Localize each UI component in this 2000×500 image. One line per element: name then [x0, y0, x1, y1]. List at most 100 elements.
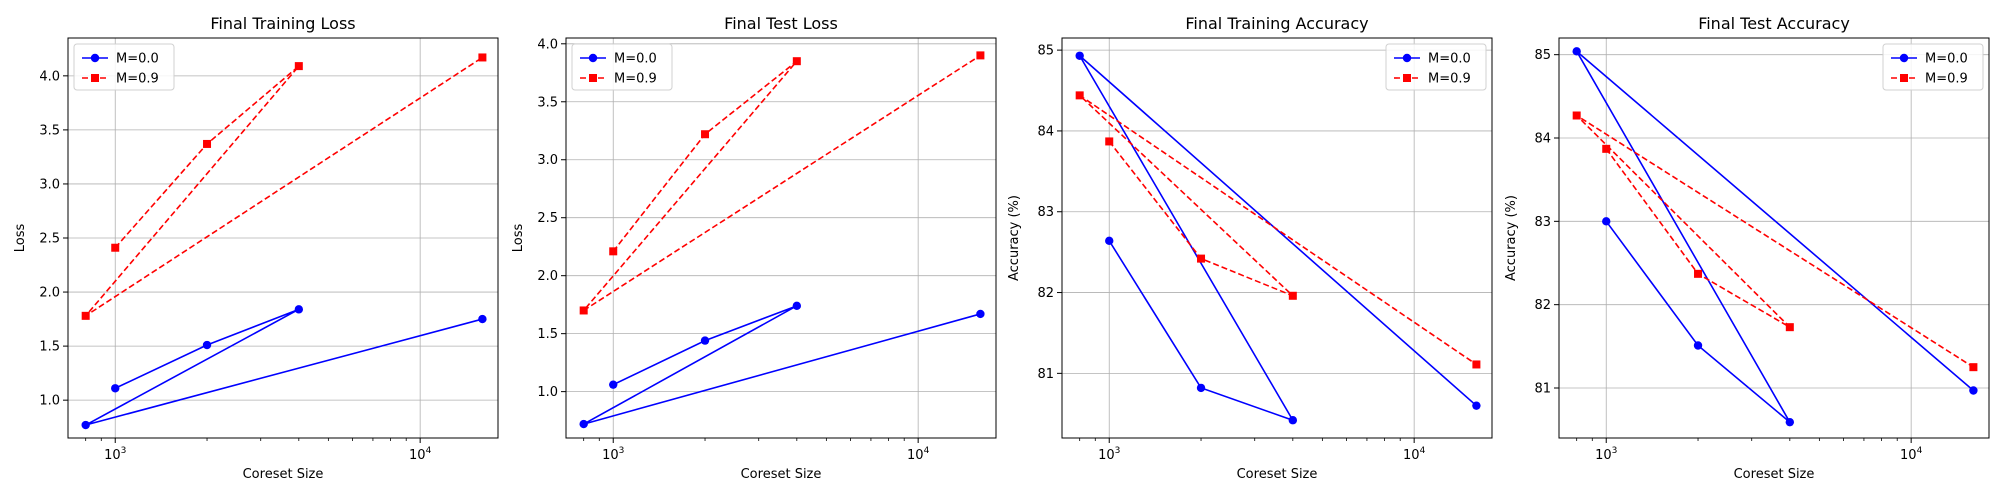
chart-title: Final Test Loss [724, 14, 838, 33]
axes-frame [565, 37, 997, 439]
series-line [1575, 50, 1974, 423]
legend-marker [1402, 53, 1412, 63]
x-tick-label: 104 [1403, 446, 1426, 463]
axes-frame [67, 37, 499, 439]
y-axis-label: Accuracy (%) [1007, 195, 1022, 281]
legend-label: M=0.9 [614, 72, 657, 87]
data-point [700, 336, 710, 345]
x-tick-label: 104 [1900, 446, 1923, 463]
data-point [1288, 416, 1298, 425]
data-point [1694, 269, 1703, 278]
y-tick-label: 2.5 [39, 232, 60, 247]
x-axis-label: Coreset Size [1734, 467, 1815, 482]
legend: M=0.0 M=0.9 [73, 43, 175, 91]
legend-label: M=0.0 [1428, 52, 1471, 67]
y-axis-label: Loss [13, 224, 28, 253]
chart-panel-3: 103 104 81 82 83 84 85 Final Training Accuracy C… [1007, 14, 1493, 482]
chart-title: Final Training Accuracy [1185, 14, 1368, 33]
data-point [1693, 341, 1703, 350]
chart-title: Final Test Accuracy [1698, 14, 1850, 33]
series-M=0.0 [1572, 47, 1978, 427]
series-M=0.0 [81, 305, 487, 430]
data-point [1197, 254, 1206, 263]
y-tick-label: 2.5 [537, 211, 558, 226]
x-tick-label: 104 [907, 446, 930, 463]
x-tick-label: 103 [1098, 446, 1120, 463]
y-tick-label: 83 [1037, 205, 1054, 220]
x-axis-label: Coreset Size [1237, 467, 1318, 482]
legend-marker [589, 74, 597, 82]
series-line [85, 56, 483, 317]
data-point [609, 380, 618, 389]
y-tick-label: 4.0 [537, 37, 558, 52]
x-tick-label: 103 [1595, 446, 1617, 463]
data-point [81, 311, 90, 320]
legend-label: M=0.0 [614, 52, 657, 67]
y-tick-label: 84 [1037, 124, 1054, 139]
legend: M=0.0 M=0.9 [1385, 43, 1487, 91]
data-point [1785, 417, 1795, 427]
data-point [976, 309, 985, 319]
y-tick-label: 82 [1534, 298, 1551, 313]
series-M=0.0 [1075, 51, 1481, 425]
y-tick-label: 81 [1534, 382, 1551, 397]
legend-label: M=0.0 [116, 52, 159, 67]
data-point [1785, 323, 1794, 332]
y-tick-label: 1.5 [39, 340, 60, 355]
data-point [1472, 401, 1481, 410]
chart-panel-1: 103 104 1.0 1.5 2.0 2.5 3.0 3.5 4.0 Final Trainin… [13, 14, 499, 482]
y-tick-label: 1.0 [39, 394, 60, 409]
y-tick-label: 1.5 [537, 327, 558, 342]
data-point [1075, 51, 1084, 60]
data-point [792, 301, 802, 311]
y-tick-label: 2.0 [39, 286, 60, 301]
x-tick-label: 103 [104, 446, 126, 463]
legend-marker [91, 74, 99, 82]
data-point [478, 53, 487, 62]
data-point [294, 305, 304, 314]
series-line [1576, 114, 1974, 368]
data-point [1572, 111, 1581, 120]
legend-label: M=0.9 [116, 72, 159, 87]
legend-marker [1403, 74, 1411, 82]
y-tick-label: 82 [1037, 286, 1054, 301]
axes-frame [1061, 37, 1493, 439]
legend-marker [1900, 74, 1908, 82]
legend-marker [90, 53, 100, 63]
data-point [294, 62, 303, 71]
data-point [203, 139, 212, 148]
y-axis-label: Loss [511, 224, 526, 253]
y-tick-label: 3.0 [39, 177, 60, 192]
legend-label: M=0.9 [1925, 72, 1968, 87]
data-point [609, 247, 618, 256]
data-point [1075, 91, 1084, 100]
data-point [1602, 217, 1611, 226]
data-point [1288, 291, 1297, 300]
y-tick-label: 83 [1534, 215, 1551, 230]
data-point [1105, 236, 1114, 246]
y-tick-label: 2.0 [537, 269, 558, 284]
y-tick-label: 3.5 [537, 95, 558, 110]
series-M=0.9 [1572, 111, 1978, 372]
x-axis-label: Coreset Size [243, 467, 324, 482]
y-tick-label: 81 [1037, 367, 1054, 382]
y-tick-label: 84 [1534, 132, 1551, 147]
series-line [583, 305, 981, 425]
series-M=0.9 [579, 51, 985, 315]
legend: M=0.0 M=0.9 [571, 43, 673, 91]
y-tick-label: 85 [1534, 48, 1551, 63]
legend: M=0.0 M=0.9 [1882, 43, 1984, 91]
x-tick-label: 104 [409, 446, 432, 463]
data-point [111, 243, 120, 252]
data-point [1572, 47, 1581, 56]
x-tick-label: 103 [602, 446, 624, 463]
series-M=0.9 [81, 53, 487, 320]
y-axis-label: Accuracy (%) [1504, 195, 1519, 281]
y-tick-label: 3.5 [39, 123, 60, 138]
legend-label: M=0.0 [1925, 52, 1968, 67]
series-M=0.0 [579, 301, 985, 429]
data-point [976, 51, 985, 60]
data-point [579, 306, 588, 315]
legend-marker [1899, 53, 1909, 63]
chart-title: Final Training Loss [210, 14, 355, 33]
